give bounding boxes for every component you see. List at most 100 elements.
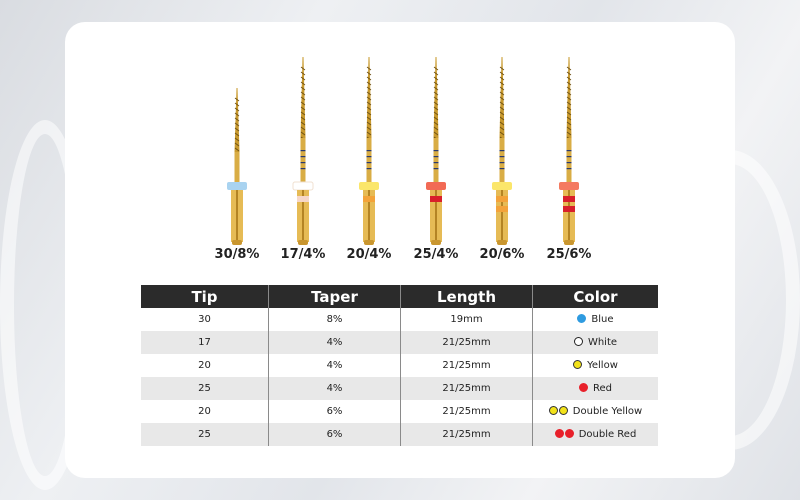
color-name: Blue: [591, 314, 614, 325]
color-dot-icon: [577, 314, 587, 323]
header-color: Color: [532, 285, 658, 308]
color-dot-icon: [579, 383, 588, 392]
file-flute: [566, 66, 572, 71]
depth-mark: [366, 168, 372, 170]
file-flute: [566, 91, 572, 96]
depth-mark: [433, 162, 439, 164]
handle-highlight: [368, 190, 370, 242]
cell-tip: 20: [198, 406, 211, 417]
cell-length: 21/25mm: [400, 400, 533, 423]
cell-tip: 25: [141, 377, 269, 400]
depth-mark: [366, 150, 372, 152]
file-flute: [300, 121, 306, 126]
color-ring: [359, 182, 379, 190]
depth-mark: [433, 156, 439, 158]
file-flute: [433, 101, 439, 106]
file-flute: [300, 71, 306, 76]
file-flute: [366, 111, 372, 116]
depth-mark: [499, 168, 505, 170]
cell-taper: 4%: [268, 377, 401, 400]
table-row: 20 4% 21/25mm Yellow: [141, 354, 658, 377]
file-flute: [234, 122, 240, 127]
file-flute: [300, 116, 306, 121]
color-ring: [227, 182, 247, 190]
cell-taper: 8%: [268, 308, 401, 331]
file-flute: [366, 76, 372, 81]
handle-highlight: [568, 190, 570, 242]
handle-end: [497, 240, 507, 245]
depth-mark: [499, 162, 505, 164]
file-flute: [566, 111, 572, 116]
file-flute: [499, 101, 505, 106]
file-flute: [433, 76, 439, 81]
file-flute: [234, 117, 240, 122]
cell-color: Blue: [532, 308, 658, 331]
handle-end: [431, 240, 441, 245]
handle-highlight: [435, 190, 437, 242]
handle-highlight: [236, 190, 238, 242]
cell-length: 21/25mm: [400, 331, 533, 354]
color-band: [363, 196, 375, 202]
cell-length: 21/25mm: [400, 354, 533, 377]
file-flute: [300, 131, 306, 136]
file-flute: [566, 81, 572, 86]
file-flute: [300, 111, 306, 116]
depth-mark: [366, 156, 372, 158]
file-flute: [499, 131, 505, 136]
file-flute: [234, 147, 240, 152]
color-name: Double Yellow: [572, 406, 643, 417]
depth-mark: [566, 168, 572, 170]
file-flute: [499, 71, 505, 76]
depth-mark: [300, 156, 306, 158]
file-flute: [300, 126, 306, 131]
depth-mark: [300, 168, 306, 170]
file-flute: [566, 86, 572, 91]
file-flute: [300, 66, 306, 71]
file-flute: [366, 71, 372, 76]
cell-taper: 6%: [268, 400, 401, 423]
file-flute: [366, 106, 372, 111]
cell-taper: 6%: [268, 423, 401, 446]
cell-tip: 17: [141, 331, 269, 354]
file-flute: [300, 81, 306, 86]
header-tip: Tip: [141, 285, 269, 308]
file-flute: [499, 116, 505, 121]
table-header-row: Tip Taper Length Color: [141, 285, 658, 308]
cell-color: Double Red: [532, 423, 658, 446]
cell-color: Yellow: [532, 354, 658, 377]
depth-mark: [433, 150, 439, 152]
cell-tip: 20: [198, 360, 211, 371]
handle-end: [564, 240, 574, 245]
file-flute: [300, 86, 306, 91]
file-size-label: 17/4%: [280, 247, 326, 262]
file-flute: [433, 91, 439, 96]
cell-tip: 25: [141, 423, 269, 446]
file-flute: [366, 126, 372, 131]
file-shaft: [234, 152, 240, 202]
header-taper: Taper: [268, 285, 401, 308]
cell-length: 21/25mm: [400, 423, 533, 446]
file-flute: [499, 96, 505, 101]
file-flute: [366, 81, 372, 86]
file-flute: [433, 81, 439, 86]
file-flute: [433, 116, 439, 121]
table-row: 25 4% 21/25mm Red: [141, 377, 658, 400]
file-flute: [300, 101, 306, 106]
file-flute: [366, 91, 372, 96]
cell-length: 21/25mm: [400, 377, 533, 400]
cell-color: Red: [532, 377, 658, 400]
color-dot-icon: [558, 406, 568, 415]
file-flute: [433, 96, 439, 101]
file-flute: [566, 71, 572, 76]
file-flute: [234, 137, 240, 142]
depth-mark: [499, 150, 505, 152]
file-flute: [366, 131, 372, 136]
file-flute: [566, 96, 572, 101]
file-flute: [234, 132, 240, 137]
table-row: 25 6% 21/25mm Double Red: [141, 423, 658, 446]
file-flute: [433, 71, 439, 76]
file-flute: [433, 106, 439, 111]
depth-mark: [300, 162, 306, 164]
file-flute: [499, 106, 505, 111]
